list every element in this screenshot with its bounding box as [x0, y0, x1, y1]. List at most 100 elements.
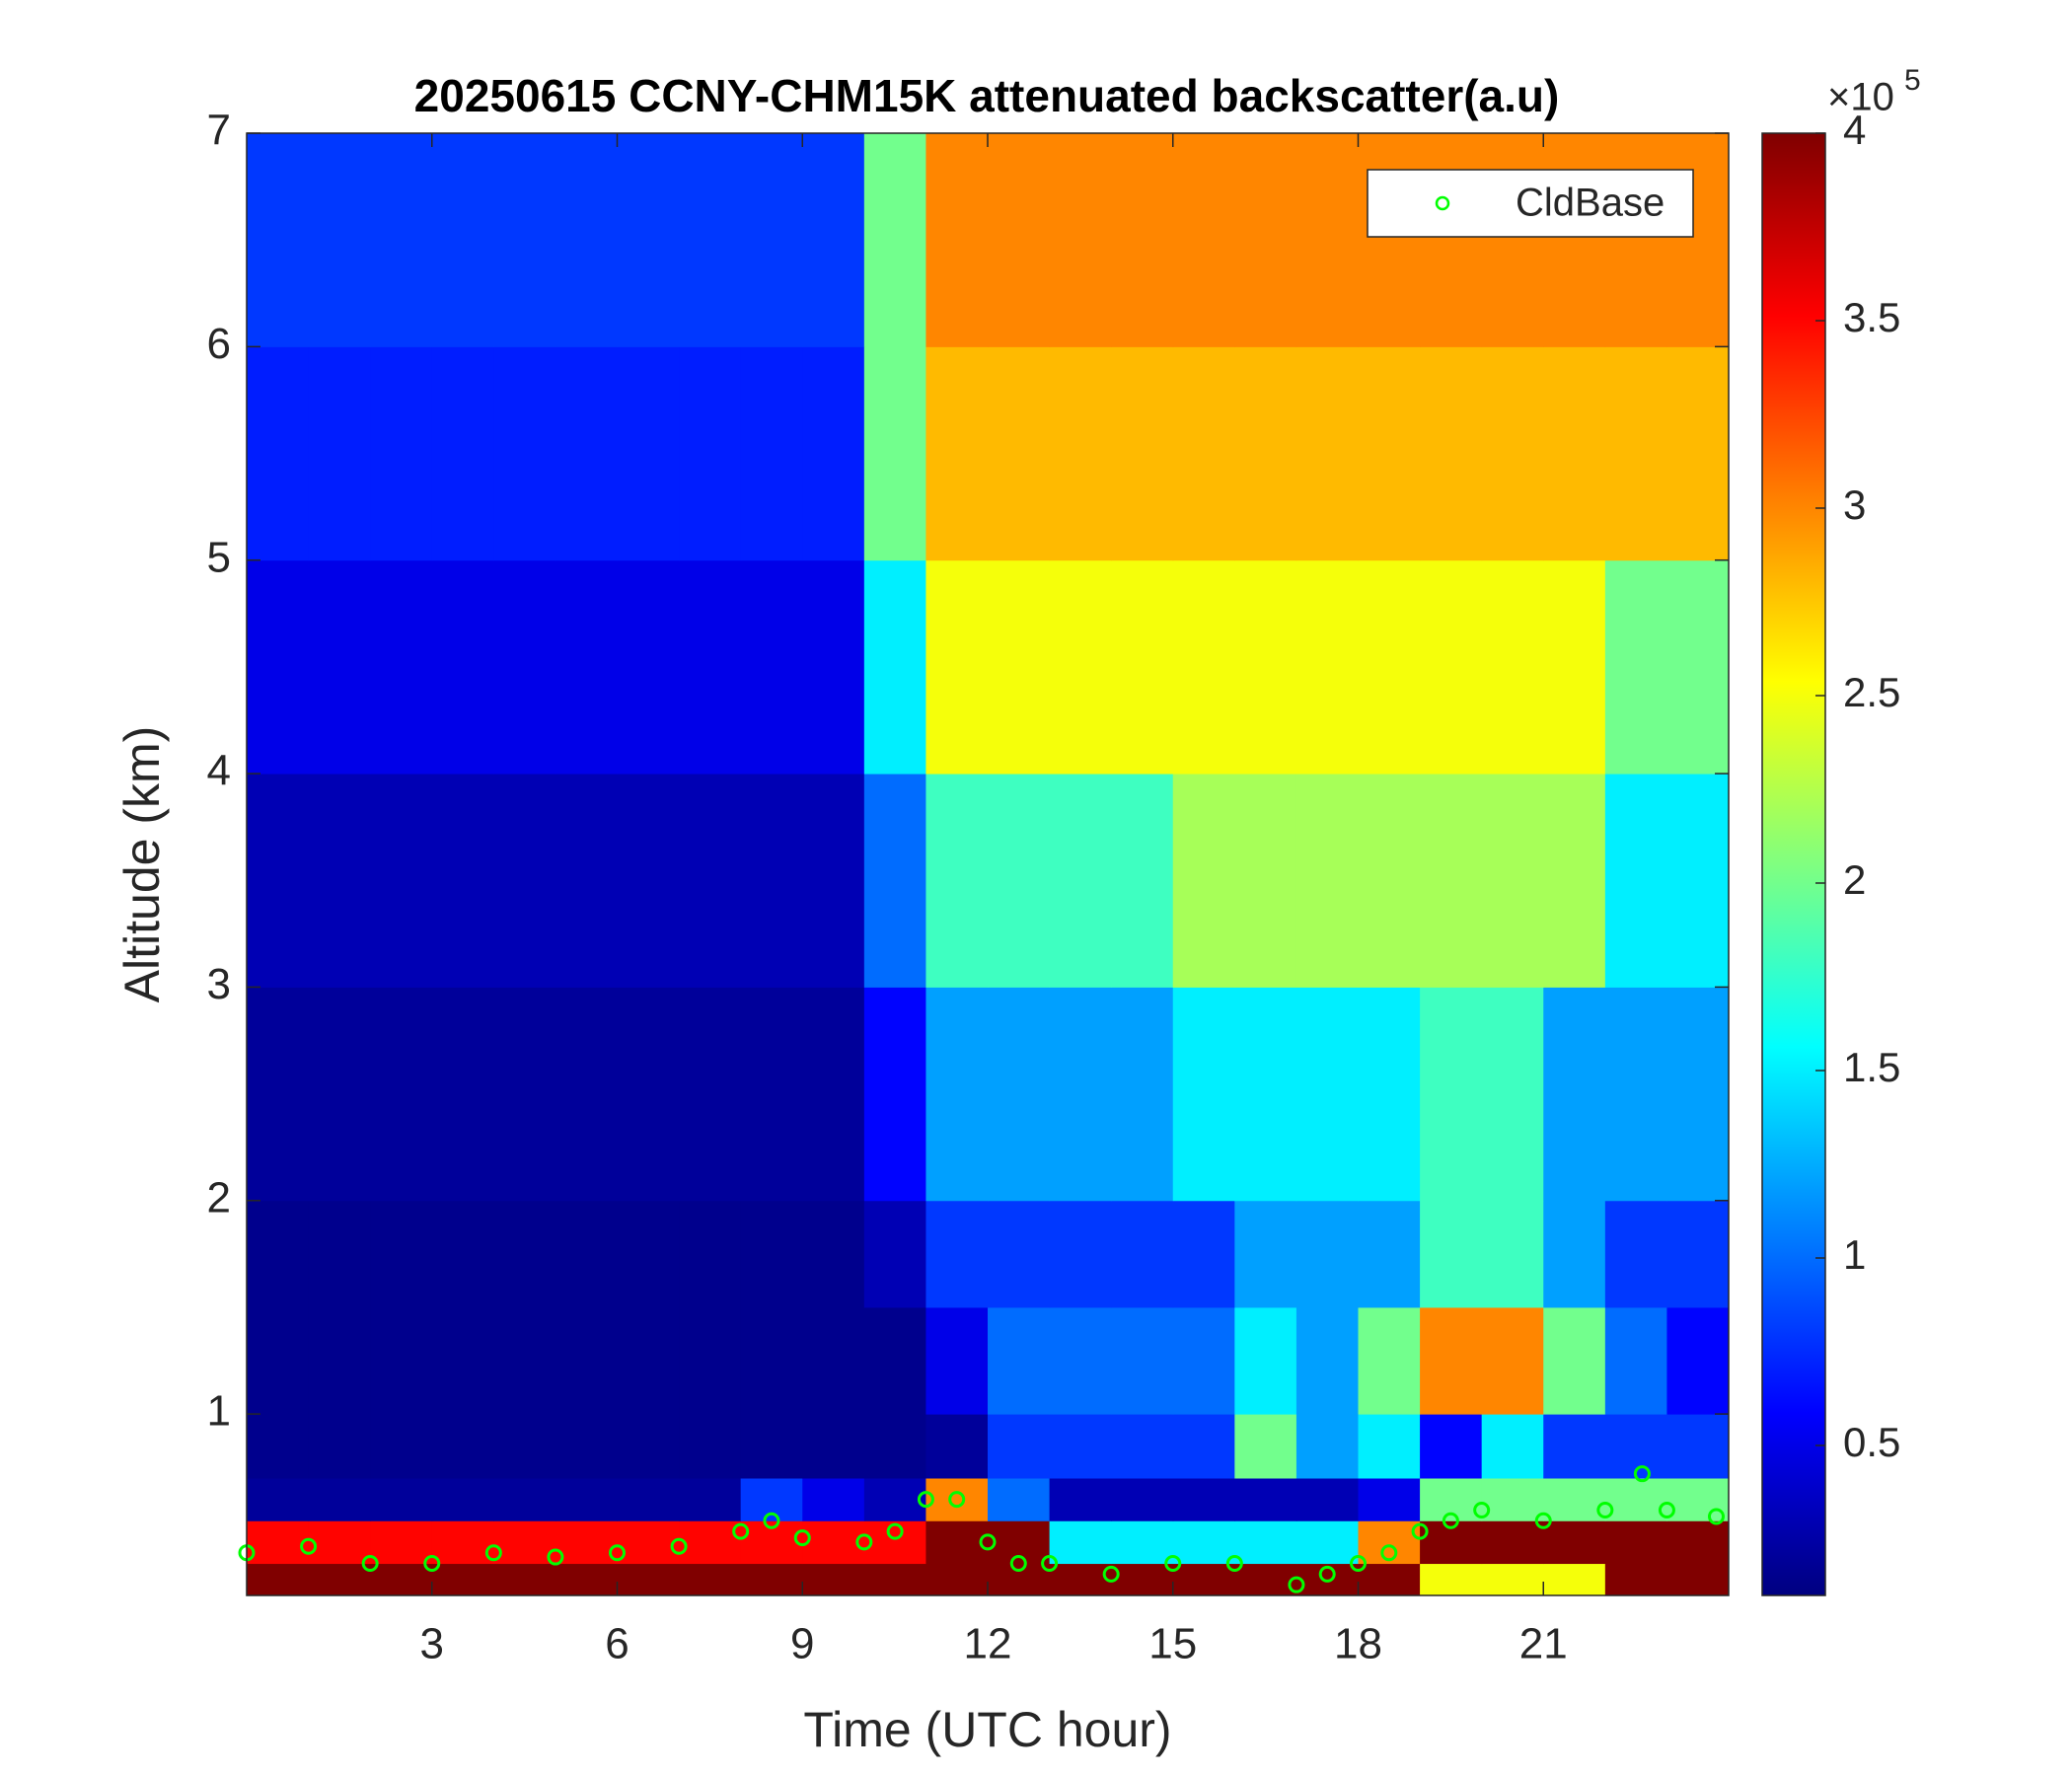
cloud-base-point [917, 1491, 934, 1509]
heatmap-cell [1172, 1200, 1235, 1308]
heatmap-cell [1543, 1520, 1606, 1565]
heatmap-cell [740, 1563, 803, 1596]
heatmap-cell [370, 987, 433, 1202]
heatmap-cell [1358, 1563, 1421, 1596]
heatmap-cell [370, 1563, 433, 1596]
heatmap-cell [925, 1414, 989, 1479]
heatmap-cell [740, 133, 803, 347]
heatmap-cell [1481, 1520, 1544, 1565]
cloud-base-point [793, 1529, 811, 1547]
heatmap-cell [431, 1306, 494, 1415]
heatmap-cell [740, 1200, 803, 1308]
cloud-base-point [855, 1533, 873, 1551]
heatmap-cell [1358, 1200, 1421, 1308]
heatmap-cell [1666, 1563, 1730, 1596]
heatmap-cell [863, 1414, 926, 1479]
cloud-base-point [1288, 1576, 1305, 1593]
heatmap-cell [1604, 1306, 1667, 1415]
heatmap-cell [863, 133, 926, 347]
y-axis-label: Altitude (km) [114, 726, 170, 1003]
cloud-base-point [1318, 1565, 1336, 1583]
heatmap-cell [1543, 1563, 1606, 1596]
heatmap-cell [247, 1414, 310, 1479]
heatmap-cell [493, 346, 556, 561]
heatmap-cell [1172, 774, 1235, 988]
heatmap-cell [617, 1478, 680, 1521]
heatmap-cell [1420, 1306, 1483, 1415]
heatmap-cell [1234, 1478, 1297, 1521]
heatmap-cell [247, 1520, 310, 1565]
heatmap-cell [988, 346, 1051, 561]
heatmap-cell [740, 346, 803, 561]
heatmap-cell [493, 1563, 556, 1596]
heatmap-cell [1234, 1200, 1297, 1308]
heatmap-cell [1666, 1520, 1730, 1565]
cloud-base-point [1009, 1555, 1027, 1573]
cloud-base-point [1041, 1555, 1059, 1573]
heatmap-cell [308, 1563, 371, 1596]
heatmap-cell [555, 346, 618, 561]
x-tick-label: 6 [605, 1620, 629, 1668]
heatmap-cell [370, 1520, 433, 1565]
heatmap-cell [679, 1520, 742, 1565]
heatmap-cell [1111, 1520, 1174, 1565]
heatmap-cell [1049, 987, 1112, 1202]
heatmap-cell [1295, 1520, 1359, 1565]
heatmap-cell [1049, 1306, 1112, 1415]
heatmap-cell [1420, 1563, 1483, 1596]
heatmap-cell [308, 1414, 371, 1479]
heatmap-cell [1604, 133, 1667, 347]
heatmap-cell [1666, 559, 1730, 775]
colorbar-tick-label: 2.5 [1843, 669, 1900, 715]
heatmap-cell [431, 346, 494, 561]
x-axis-label: Time (UTC hour) [803, 1702, 1171, 1757]
heatmap-cell [431, 1414, 494, 1479]
heatmap-cell [308, 133, 371, 347]
heatmap-cell [1543, 133, 1606, 347]
heatmap-cell [308, 346, 371, 561]
heatmap-cell [1666, 346, 1730, 561]
heatmap-cell [1234, 1306, 1297, 1415]
heatmap-cell [308, 987, 371, 1202]
heatmap-cell [1481, 1200, 1544, 1308]
heatmap-cell [431, 1200, 494, 1308]
heatmap-cell [247, 1478, 310, 1521]
heatmap-cell [493, 1520, 556, 1565]
heatmap-cell [308, 1200, 371, 1308]
heatmap-cell [1481, 1306, 1544, 1415]
colorbar-tick-label: 1.5 [1843, 1044, 1900, 1090]
heatmap-cell [1358, 1478, 1421, 1521]
heatmap-cell [1358, 1306, 1421, 1415]
cloud-base-point [1658, 1501, 1675, 1518]
heatmap-cell [1543, 559, 1606, 775]
heatmap-cell [493, 987, 556, 1202]
heatmap-cell [1481, 133, 1544, 347]
heatmap-cell [1420, 1200, 1483, 1308]
heatmap-cell [1234, 133, 1297, 347]
heatmap-cell [1358, 987, 1421, 1202]
heatmap-cell [1234, 559, 1297, 775]
heatmap-cell [555, 1563, 618, 1596]
heatmap-cell [802, 559, 865, 775]
heatmap-cell [370, 1414, 433, 1479]
heatmap-cell [925, 559, 989, 775]
heatmap-cell [1111, 987, 1174, 1202]
colorbar-tick-label: 4 [1843, 107, 1866, 153]
y-tick-label: 1 [207, 1387, 231, 1436]
heatmap-cell [1481, 1563, 1544, 1596]
cloud-base-point [1164, 1555, 1182, 1573]
heatmap-cell [308, 1306, 371, 1415]
heatmap-cell [247, 133, 310, 347]
heatmap-cell [1172, 1563, 1235, 1596]
heatmap-cell [1172, 1306, 1235, 1415]
heatmap-cell [247, 559, 310, 775]
heatmap-cell [555, 774, 618, 988]
y-tick-label: 3 [207, 960, 231, 1008]
heatmap-cell [1234, 1563, 1297, 1596]
heatmap-cell [1049, 774, 1112, 988]
heatmap-cell [308, 774, 371, 988]
colorbar-exponent: 5 [1904, 64, 1921, 97]
heatmap-cell [1543, 1306, 1606, 1415]
heatmap-cell [1420, 559, 1483, 775]
cloud-base-point [361, 1555, 379, 1573]
